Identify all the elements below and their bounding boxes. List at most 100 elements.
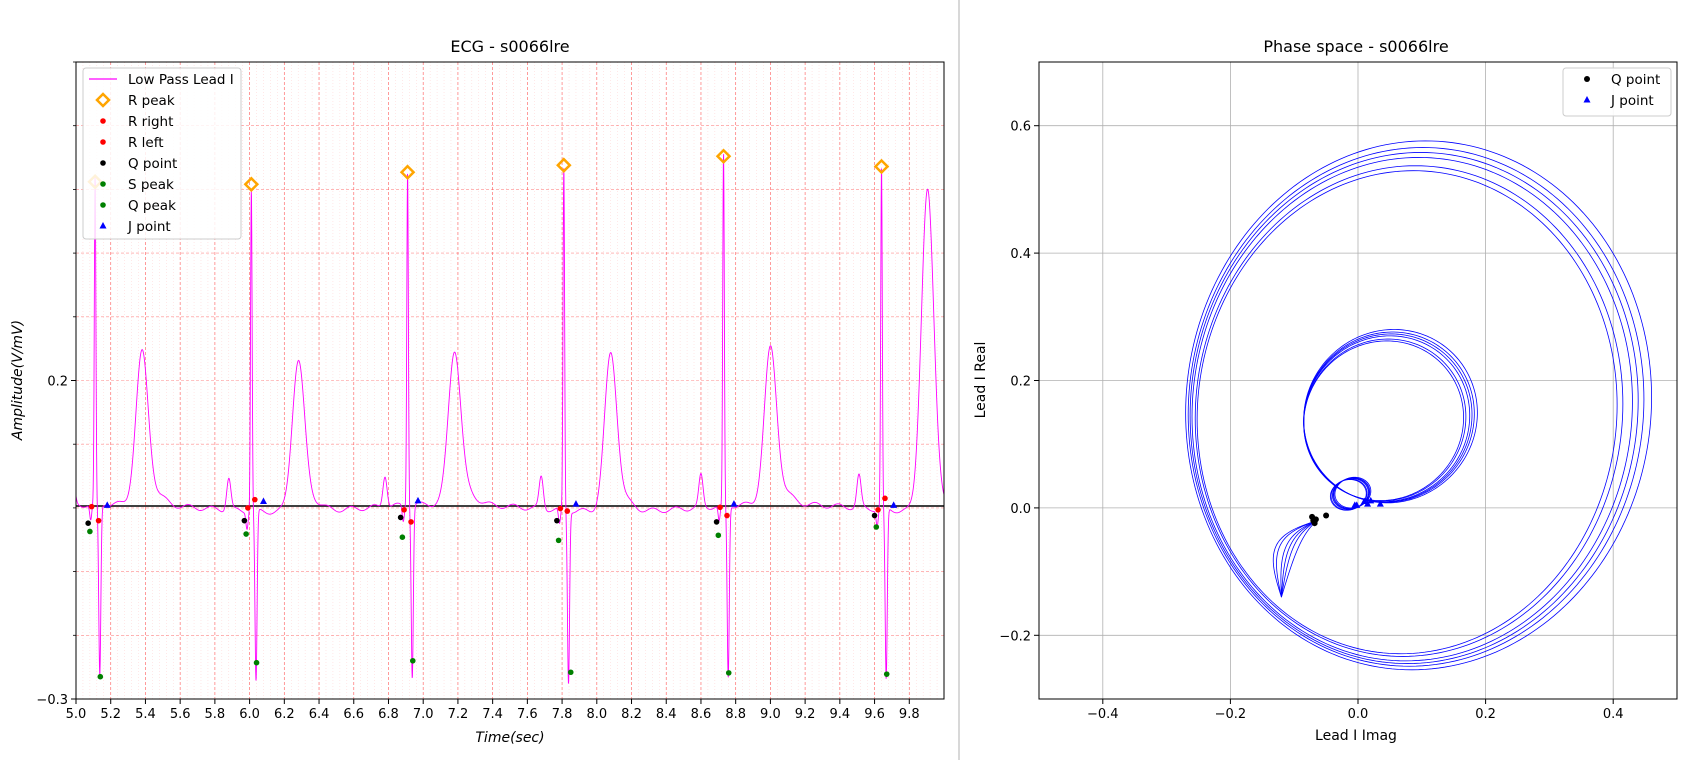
phase-y-ticks: −0.2 0.0 0.2 0.4 0.6 [999, 120, 1039, 644]
ecg-r-peak-marker [243, 176, 260, 193]
ecg-x-label: Time(sec) [475, 730, 544, 746]
phase-large-loop [1194, 165, 1624, 657]
ecg-legend-box [82, 67, 242, 240]
ecg-legend-label: R left [128, 135, 164, 151]
phase-q-point-marker [1311, 518, 1318, 525]
ecg-legend-swatch [100, 181, 106, 187]
ecg-x-tick-label: 9.2 [795, 707, 816, 722]
ecg-x-tick-label: 5.8 [205, 707, 226, 722]
ecg-q-point-marker [85, 520, 91, 526]
phase-chart: Phase space - s0066lre −0.4 −0.2 0.0 0.2 0.4… [973, 37, 1678, 744]
ecg-r-left-marker [401, 507, 407, 513]
ecg-x-tick-label: 8.6 [691, 707, 712, 722]
ecg-legend-swatch [100, 202, 106, 208]
ecg-legend-label: Low Pass Lead I [128, 72, 234, 88]
ecg-x-tick-label: 8.4 [656, 707, 677, 722]
phase-j-point-marker [1353, 501, 1361, 508]
ecg-x-tick-label: 5.6 [170, 707, 191, 722]
ecg-legend-swatch [100, 160, 106, 166]
ecg-r-right-marker [724, 512, 730, 519]
phase-y-tick-label: −0.2 [999, 629, 1031, 644]
ecg-s-peak-marker [409, 657, 416, 664]
phase-y-tick-label: 0.6 [1010, 120, 1031, 135]
phase-y-tick-label: 0.2 [1010, 375, 1031, 390]
ecg-x-tick-label: 6.6 [343, 707, 364, 722]
ecg-r-right-marker [882, 495, 888, 502]
ecg-q-peak-marker [243, 531, 249, 537]
ecg-q-peak-marker [87, 528, 93, 535]
phase-legend-swatch [1583, 96, 1591, 103]
ecg-legend-label: Q peak [128, 198, 176, 214]
ecg-s-peak-marker [97, 673, 104, 680]
ecg-s-peak-marker [725, 670, 732, 676]
phase-x-tick-label: 0.0 [1348, 707, 1369, 722]
phase-title: Phase space - s0066lre [1263, 37, 1448, 56]
ecg-title: ECG - s0066lre [450, 37, 569, 56]
ecg-j-point-marker [572, 500, 580, 507]
phase-markers [1309, 496, 1384, 527]
phase-y-label: Lead I Real [973, 342, 989, 419]
phase-large-loop [1191, 157, 1633, 662]
ecg-x-tick-label: 9.4 [829, 707, 850, 722]
ecg-chart: ECG - s0066lre 5.0 5.2 5.4 5.6 5.8 6.0 6.2 6.4 6… [10, 37, 945, 746]
phase-legend-box [1562, 67, 1672, 117]
ecg-legend: Low Pass Lead I R peak R right R left Q poin… [82, 67, 242, 240]
ecg-legend-label: Q point [128, 156, 177, 172]
ecg-r-peak-marker [399, 164, 416, 180]
ecg-j-point-marker [730, 500, 738, 507]
phase-legend-swatch [1584, 76, 1590, 82]
phase-legend: Q point J point [1562, 67, 1672, 117]
ecg-x-tick-label: 9.0 [760, 707, 781, 722]
ecg-x-tick-label: 5.2 [100, 707, 121, 722]
ecg-x-tick-label: 8.8 [725, 707, 746, 722]
phase-x-ticks: −0.4 −0.2 0.0 0.2 0.4 [1087, 699, 1624, 722]
phase-medium-loop [1303, 340, 1464, 501]
ecg-q-peak-marker [715, 532, 722, 539]
phase-large-loop [1185, 140, 1652, 671]
ecg-x-tick-label: 7.4 [482, 707, 503, 722]
ecg-r-left-marker [245, 505, 251, 511]
phase-x-tick-label: 0.2 [1475, 707, 1496, 722]
ecg-r-right-marker [95, 517, 102, 524]
ecg-q-point-marker [397, 514, 404, 521]
ecg-signal-path [75, 154, 945, 684]
phase-legend-label: J point [1610, 93, 1654, 109]
ecg-legend-swatch [100, 118, 106, 124]
phase-q-point-marker [1323, 512, 1330, 519]
ecg-r-peak-marker [873, 158, 890, 175]
phase-legend-label: Q point [1611, 72, 1660, 88]
ecg-legend-swatch [100, 139, 106, 145]
phase-medium-loop [1303, 333, 1473, 503]
ecg-q-point-marker [241, 517, 248, 524]
phase-x-label: Lead I Imag [1315, 728, 1397, 744]
ecg-s-peak-marker [253, 659, 260, 666]
phase-trajectory [1185, 140, 1652, 671]
ecg-q-peak-marker [399, 534, 406, 541]
phase-connector [1280, 520, 1317, 598]
ecg-legend-label: J point [127, 219, 171, 235]
ecg-x-tick-label: 6.4 [309, 707, 330, 722]
ecg-q-peak-marker [873, 524, 880, 530]
ecg-j-point-marker [890, 501, 898, 508]
phase-x-tick-label: −0.2 [1215, 707, 1247, 722]
ecg-r-right-marker [252, 496, 258, 503]
ecg-x-tick-label: 7.8 [552, 707, 573, 722]
ecg-plot-frame [75, 61, 945, 700]
ecg-x-tick-label: 5.0 [66, 707, 87, 722]
ecg-x-ticks: 5.0 5.2 5.4 5.6 5.8 6.0 6.2 6.4 6.6 6.8 7.0 7.2 7.4 7… [66, 699, 920, 722]
phase-connector [1281, 520, 1317, 598]
ecg-x-tick-label: 7.0 [413, 707, 434, 722]
ecg-x-tick-label: 8.2 [621, 707, 642, 722]
ecg-y-ticks: 0.2 −0.3 [36, 61, 76, 708]
ecg-q-point-marker [554, 517, 560, 524]
phase-x-tick-label: 0.4 [1603, 707, 1624, 722]
ecg-r-peak-marker [715, 148, 732, 165]
ecg-q-point-marker [871, 512, 878, 519]
ecg-r-right-marker [564, 508, 571, 514]
ecg-r-left-marker [717, 504, 723, 511]
ecg-x-tick-label: 9.8 [899, 707, 920, 722]
ecg-x-tick-label: 6.2 [274, 707, 295, 722]
ecg-r-left-marker [88, 503, 95, 510]
ecg-legend-label: R peak [128, 93, 175, 109]
